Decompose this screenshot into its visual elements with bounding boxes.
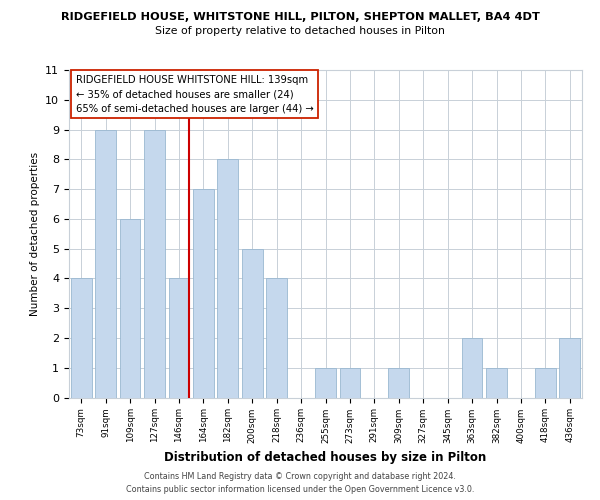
Bar (242, 248, 263, 398)
Bar (217, 160, 238, 398)
Bar (315, 368, 336, 398)
Bar (266, 278, 287, 398)
Bar (340, 368, 361, 398)
X-axis label: Distribution of detached houses by size in Pilton: Distribution of detached houses by size … (164, 451, 487, 464)
Bar (119, 219, 140, 398)
Bar (559, 338, 580, 398)
Bar (71, 278, 92, 398)
Text: RIDGEFIELD HOUSE, WHITSTONE HILL, PILTON, SHEPTON MALLET, BA4 4DT: RIDGEFIELD HOUSE, WHITSTONE HILL, PILTON… (61, 12, 539, 22)
Bar (193, 189, 214, 398)
Bar (95, 130, 116, 398)
Bar (535, 368, 556, 398)
Y-axis label: Number of detached properties: Number of detached properties (30, 152, 40, 316)
Bar (388, 368, 409, 398)
Text: RIDGEFIELD HOUSE WHITSTONE HILL: 139sqm
← 35% of detached houses are smaller (24: RIDGEFIELD HOUSE WHITSTONE HILL: 139sqm … (76, 75, 313, 114)
Bar (144, 130, 165, 398)
Text: Size of property relative to detached houses in Pilton: Size of property relative to detached ho… (155, 26, 445, 36)
Bar (486, 368, 507, 398)
Text: Contains HM Land Registry data © Crown copyright and database right 2024.
Contai: Contains HM Land Registry data © Crown c… (126, 472, 474, 494)
Bar (169, 278, 190, 398)
Bar (461, 338, 482, 398)
